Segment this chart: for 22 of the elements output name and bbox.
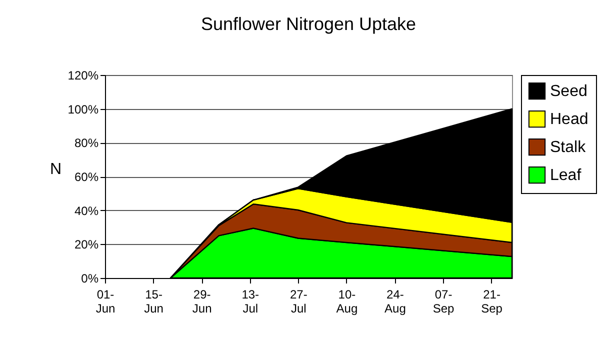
y-tick-label: 80% <box>74 136 99 150</box>
y-tick-label: 120% <box>68 68 99 82</box>
x-tick-label: 21- Sep <box>481 288 503 316</box>
x-tick-label: 27- Jul <box>290 288 308 316</box>
x-tick-label: 15- Jun <box>144 288 164 316</box>
y-tick-label: 0% <box>81 272 99 286</box>
legend-label: Leaf <box>550 167 582 184</box>
x-tick-label: 24- Aug <box>384 288 406 316</box>
y-tick-label: 20% <box>74 238 99 252</box>
legend-label: Seed <box>550 83 588 100</box>
y-tick-label: 100% <box>68 102 99 116</box>
x-tick-label: 01- Jun <box>96 288 116 316</box>
legend-label: Head <box>550 111 588 128</box>
x-tick-label: 29- Jun <box>192 288 212 316</box>
legend-label: Stalk <box>550 139 587 156</box>
chart-title: Sunflower Nitrogen Uptake <box>200 14 416 34</box>
y-axis-title: N <box>50 161 62 178</box>
x-tick-label: 10- Aug <box>336 288 358 316</box>
x-tick-label: 13- Jul <box>242 288 260 316</box>
x-tick-label: 07- Sep <box>432 288 455 316</box>
y-tick-label: 40% <box>74 204 99 218</box>
y-tick-label: 60% <box>74 170 99 184</box>
